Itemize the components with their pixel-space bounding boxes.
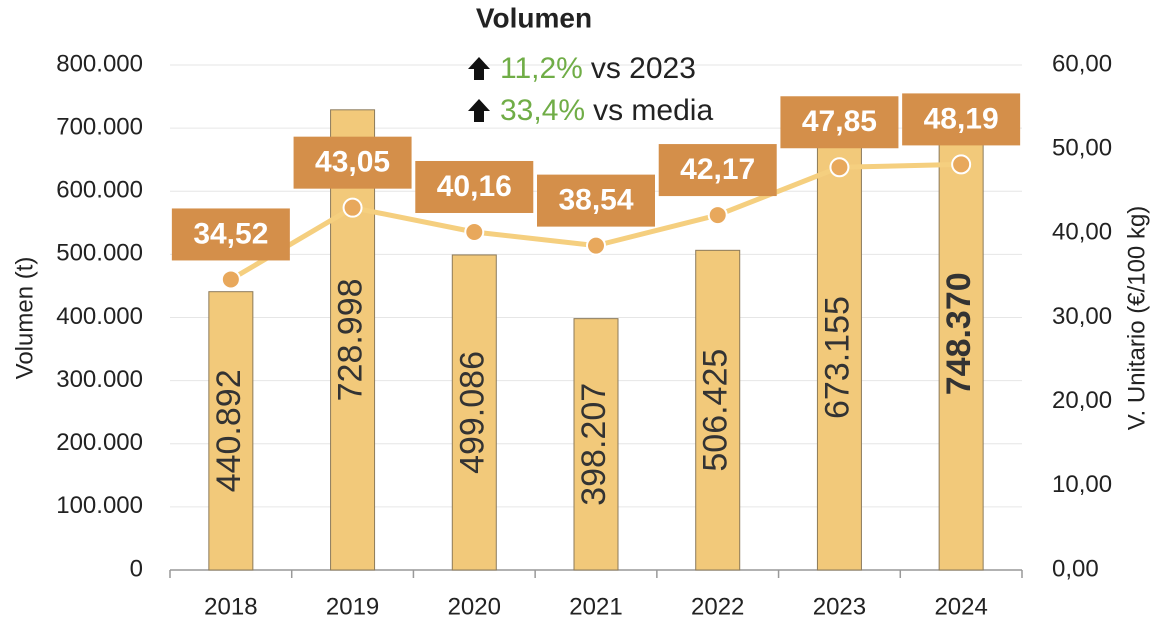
bar-value-label: 398.207 xyxy=(575,383,613,506)
line-marker xyxy=(951,154,972,175)
value-label-box xyxy=(902,93,1021,146)
x-tick-label: 2018 xyxy=(204,593,257,620)
value-label-box xyxy=(658,144,777,197)
line-value-label: 34,52 xyxy=(193,217,268,250)
value-label-box xyxy=(171,208,290,261)
line-value-label: 43,05 xyxy=(315,146,390,179)
line-marker xyxy=(829,157,850,178)
bar-value-label: 506.425 xyxy=(697,349,735,472)
bar xyxy=(451,254,497,571)
x-tick-label: 2024 xyxy=(934,593,987,620)
bar xyxy=(816,144,862,571)
y2-tick-label: 20,00 xyxy=(1052,387,1112,414)
line-marker xyxy=(586,235,606,256)
y-tick-label: 100.000 xyxy=(56,492,143,519)
annotation-text: vs 2023 xyxy=(591,52,696,85)
line-marker xyxy=(464,221,485,242)
annotation: 33,4% vs media xyxy=(500,94,713,127)
line-value-label: 47,85 xyxy=(802,105,877,138)
y-tick-label: 200.000 xyxy=(56,429,143,456)
line-marker xyxy=(342,197,363,218)
bar xyxy=(938,97,984,571)
y2-axis-label: V. Unitario (€/100 kg) xyxy=(1123,206,1150,431)
y2-tick-label: 10,00 xyxy=(1052,471,1112,498)
line-value-label: 42,17 xyxy=(680,153,755,186)
x-tick-label: 2020 xyxy=(448,593,501,620)
bar xyxy=(695,249,741,571)
y2-tick-label: 30,00 xyxy=(1052,303,1112,330)
chart-title: Volumen xyxy=(476,2,592,33)
x-tick-label: 2022 xyxy=(691,593,744,620)
up-arrow xyxy=(468,99,490,122)
y2-tick-label: 40,00 xyxy=(1052,219,1112,246)
y-tick-label: 500.000 xyxy=(56,240,143,267)
value-label-box xyxy=(415,160,534,213)
y-tick-label: 600.000 xyxy=(56,177,143,204)
y2-tick-label: 0,00 xyxy=(1052,555,1099,582)
y-tick-label: 700.000 xyxy=(56,113,143,140)
value-label-box xyxy=(780,96,899,149)
y-axis-label: Volumen (t) xyxy=(11,257,38,380)
line-value-label: 40,16 xyxy=(437,170,512,203)
y2-tick-label: 50,00 xyxy=(1052,135,1112,162)
line-marker xyxy=(220,269,241,290)
annotation-value: 11,2% xyxy=(500,52,583,85)
x-tick-label: 2021 xyxy=(569,593,622,620)
annotation-text: vs media xyxy=(593,94,713,127)
bar-value-label: 440.892 xyxy=(210,369,248,492)
bar-value-label: 748.370 xyxy=(940,272,978,395)
y-tick-label: 300.000 xyxy=(56,366,143,393)
y2-tick-label: 60,00 xyxy=(1052,50,1112,77)
line-marker xyxy=(707,205,728,226)
x-tick-label: 2023 xyxy=(813,593,866,620)
y-tick-label: 800.000 xyxy=(56,50,143,77)
up-arrow xyxy=(468,57,490,80)
line-value-label: 48,19 xyxy=(924,102,999,135)
bar xyxy=(208,291,254,571)
x-tick-label: 2019 xyxy=(326,593,379,620)
annotation-value: 33,4% xyxy=(500,94,585,127)
bar-value-label: 673.155 xyxy=(818,296,856,419)
line-value-label: 38,54 xyxy=(558,184,633,217)
annotation: 11,2% vs 2023 xyxy=(500,52,696,85)
y-tick-label: 0 xyxy=(130,555,143,582)
bar-value-label: 728.998 xyxy=(332,278,370,401)
bar xyxy=(573,318,619,571)
y-tick-label: 400.000 xyxy=(56,303,143,330)
value-label-box xyxy=(537,174,655,227)
value-label-box xyxy=(293,136,412,189)
bar-value-label: 499.086 xyxy=(453,351,491,474)
